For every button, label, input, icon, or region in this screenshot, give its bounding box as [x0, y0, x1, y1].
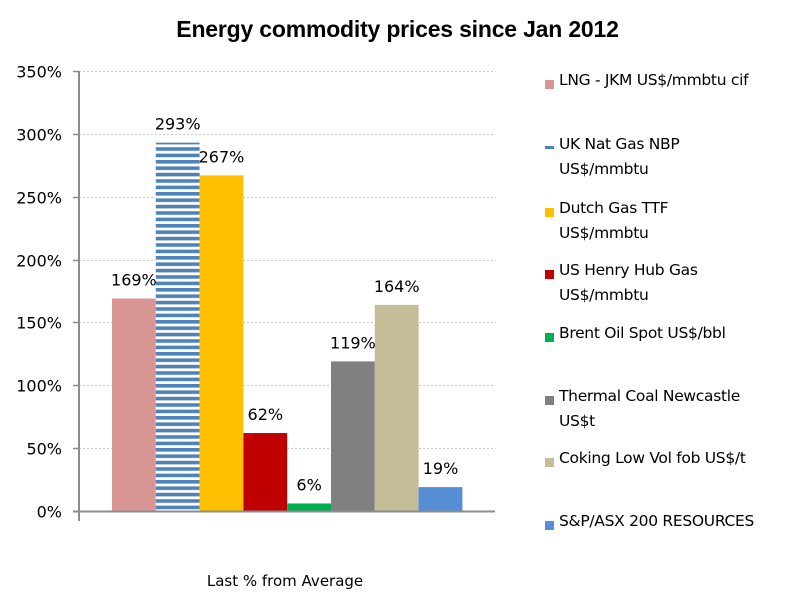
bars [112, 142, 463, 512]
legend-label: US Henry Hub Gas [559, 261, 698, 279]
bar-s-p-asx-200-resources[interactable] [418, 487, 463, 511]
data-label: 267% [199, 147, 245, 166]
legend-item-thermal-coal[interactable]: Thermal Coal Newcastle US$t [545, 387, 795, 434]
legend-label-line2: US$/mmbtu [559, 224, 649, 242]
chart-title: Energy commodity prices since Jan 2012 [176, 16, 619, 42]
data-label: 164% [374, 277, 420, 296]
legend-item-lng[interactable]: LNG - JKM US$/mmbtu cif [545, 71, 795, 93]
bar-thermal-coal-newcastle-us-t[interactable] [331, 361, 375, 511]
bar-uk-nat-gas-nbp-us-mmbtu[interactable] [155, 142, 200, 511]
legend-swatch-uk-nat-gas [545, 146, 554, 149]
legend-swatch-dutch-gas [545, 208, 554, 217]
data-label: 19% [423, 459, 459, 478]
legend-swatch-lng [545, 80, 554, 89]
y-tick-label: 100% [16, 377, 62, 396]
x-axis-label: Last % from Average [206, 572, 364, 590]
y-tick-label: 300% [16, 126, 62, 145]
legend-label-line2: US$/mmbtu [559, 286, 649, 304]
legend-swatch-coking-coal [545, 458, 554, 467]
bar-brent-oil-spot-us-bbl[interactable] [287, 503, 331, 511]
legend-item-brent-oil[interactable]: Brent Oil Spot US$/bbl [545, 324, 795, 346]
y-axis: 0% 50% 100% 150% 200% 250% 300% 350% [16, 63, 495, 522]
bar-us-henry-hub-gas-us-mmbtu[interactable] [243, 433, 288, 511]
legend-label-line2: US$/mmbtu [559, 160, 649, 178]
bar-dutch-gas-ttf-us-mmbtu[interactable] [199, 175, 244, 512]
y-tick-label: 50% [26, 440, 62, 459]
data-label: 169% [111, 271, 157, 290]
legend-swatch-thermal-coal [545, 396, 554, 405]
legend-label: Coking Low Vol fob US$/t [559, 449, 746, 467]
legend-item-dutch-gas[interactable]: Dutch Gas TTF US$/mmbtu [545, 199, 795, 246]
legend-label: UK Nat Gas NBP [559, 135, 680, 153]
data-labels: 169% 293% 267% 62% 6% 119% 164% 19% [111, 115, 458, 495]
legend-item-coking-coal[interactable]: Coking Low Vol fob US$/t [545, 449, 795, 471]
y-tick-label: 350% [16, 63, 62, 82]
legend-item-us-henry-hub[interactable]: US Henry Hub Gas US$/mmbtu [545, 261, 795, 308]
y-tick-label: 0% [37, 503, 62, 522]
y-tick-label: 150% [16, 314, 62, 333]
data-label: 293% [155, 115, 201, 134]
legend-label: Brent Oil Spot US$/bbl [559, 324, 726, 342]
bar-coking-low-vol-fob-us-t[interactable] [374, 304, 419, 511]
data-label: 62% [248, 405, 284, 424]
y-tick-label: 250% [16, 189, 62, 208]
legend-swatch-brent-oil [545, 333, 554, 342]
legend-swatch-us-henry-hub [545, 270, 554, 279]
legend-label: Dutch Gas TTF [559, 199, 669, 217]
legend-label: Thermal Coal Newcastle [559, 387, 741, 405]
legend-item-asx-resources[interactable]: S&P/ASX 200 RESOURCES [545, 512, 795, 534]
legend-swatch-asx-resources [545, 521, 554, 530]
bar-lng-jkm-us-mmbtu-cif[interactable] [112, 298, 156, 511]
legend-label: S&P/ASX 200 RESOURCES [559, 512, 755, 530]
legend-label: LNG - JKM US$/mmbtu cif [559, 71, 749, 89]
data-label: 6% [296, 475, 321, 494]
y-tick-label: 200% [16, 252, 62, 271]
data-label: 119% [330, 333, 376, 352]
legend-item-uk-nat-gas[interactable]: UK Nat Gas NBP US$/mmbtu [545, 135, 795, 182]
legend-label-line2: US$t [559, 412, 595, 430]
